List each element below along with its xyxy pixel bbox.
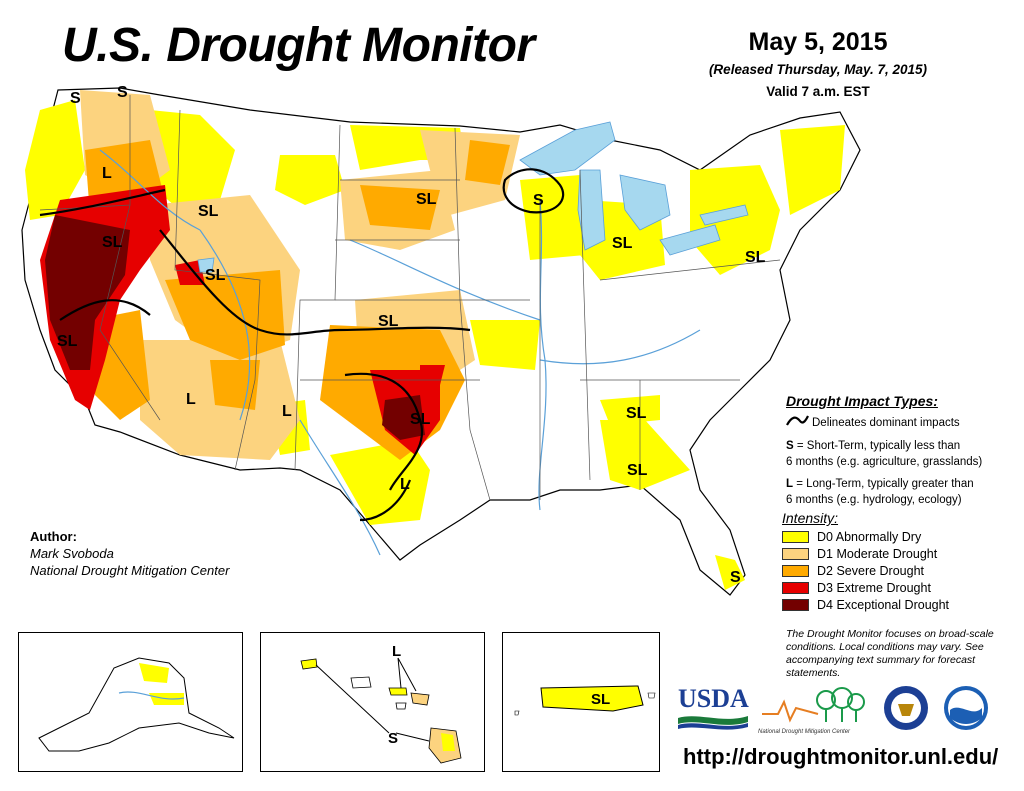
release-date: (Released Thursday, May. 7, 2015) xyxy=(708,62,928,77)
intensity-legend: Intensity: D0 Abnormally Dry D1 Moderate… xyxy=(782,510,1014,613)
impact-line-icon xyxy=(786,415,809,426)
map-label: SL xyxy=(745,249,766,266)
short-term-entry: S = Short-Term, typically less than 6 mo… xyxy=(786,438,1018,470)
map-label: L xyxy=(102,165,112,182)
map-label: SL xyxy=(198,203,219,220)
map-label: SL xyxy=(205,267,226,284)
map-label: S xyxy=(730,569,741,586)
alaska-inset xyxy=(18,632,243,772)
swatch-d2 xyxy=(782,564,809,577)
commerce-seal-icon xyxy=(882,684,930,732)
puerto-rico-inset: SL xyxy=(502,632,660,772)
long-term-text: = Long-Term, typically greater than xyxy=(793,478,974,490)
usda-logo-text: USDA xyxy=(678,684,749,713)
map-label: SL xyxy=(416,191,437,208)
map-label: SL xyxy=(378,313,399,330)
short-term-text: = Short-Term, typically less than xyxy=(793,440,961,452)
short-term-key: S xyxy=(786,440,794,452)
ndmc-logo-text: National Drought Mitigation Center xyxy=(758,729,851,735)
swatch-d4 xyxy=(782,598,809,611)
map-label: SL xyxy=(612,235,633,252)
ndmc-trees-icon xyxy=(762,687,865,723)
intensity-swatches: D0 Abnormally Dry D1 Moderate Drought D2… xyxy=(782,528,1014,613)
hawaii-map: L S xyxy=(300,643,462,764)
impact-legend-heading: Drought Impact Types: xyxy=(786,393,938,409)
map-label: SL xyxy=(102,234,123,251)
map-label: S xyxy=(533,192,544,209)
great-lakes xyxy=(197,121,749,273)
map-label: SL xyxy=(410,411,431,428)
map-label: L xyxy=(400,476,410,493)
legend-item-d1: D1 Moderate Drought xyxy=(782,545,1014,562)
author-block: Author: Mark Svoboda National Drought Mi… xyxy=(30,528,229,579)
valid-time: Valid 7 a.m. EST xyxy=(766,84,870,99)
map-label: S xyxy=(388,730,398,747)
page-title: U.S. Drought Monitor xyxy=(62,19,535,72)
puerto-rico-map: SL xyxy=(514,685,656,716)
legend-item-d3: D3 Extreme Drought xyxy=(782,579,1014,596)
map-label: S xyxy=(117,84,128,101)
ndmc-logo: National Drought Mitigation Center xyxy=(758,684,870,736)
impact-legend: Drought Impact Types: Delineates dominan… xyxy=(786,393,1018,508)
alaska-map xyxy=(38,657,235,752)
drought-monitor-note: The Drought Monitor focuses on broad-sca… xyxy=(786,628,994,679)
legend-label-d1: D1 Moderate Drought xyxy=(817,546,938,561)
legend-label-d0: D0 Abnormally Dry xyxy=(817,529,922,544)
legend-label-d3: D3 Extreme Drought xyxy=(817,580,931,595)
delineates-text: Delineates dominant impacts xyxy=(812,417,960,429)
map-label: SL xyxy=(627,462,648,479)
usda-waves-icon xyxy=(678,716,748,730)
impact-boundaries xyxy=(39,168,565,522)
author-heading: Author: xyxy=(30,529,77,544)
map-label: S xyxy=(70,90,81,107)
map-label: SL xyxy=(591,691,610,708)
usda-logo: USDA xyxy=(678,684,749,732)
noaa-logo-icon xyxy=(942,684,990,732)
map-label: SL xyxy=(57,333,78,350)
author-org: National Drought Mitigation Center xyxy=(30,563,230,578)
map-label: L xyxy=(186,391,196,408)
map-date: May 5, 2015 xyxy=(748,28,888,56)
short-term-text-2: 6 months (e.g. agriculture, grasslands) xyxy=(786,456,983,468)
legend-item-d2: D2 Severe Drought xyxy=(782,562,1014,579)
legend-label-d2: D2 Severe Drought xyxy=(817,563,925,578)
long-term-entry: L = Long-Term, typically greater than 6 … xyxy=(786,476,1018,508)
map-label: L xyxy=(282,403,292,420)
long-term-key: L xyxy=(786,478,794,490)
author-name: Mark Svoboda xyxy=(30,546,114,561)
swatch-d3 xyxy=(782,581,809,594)
intensity-legend-heading: Intensity: xyxy=(782,510,839,526)
website-link[interactable]: http://droughtmonitor.unl.edu/ xyxy=(683,744,999,769)
hawaii-inset: L S xyxy=(260,632,485,772)
legend-item-d0: D0 Abnormally Dry xyxy=(782,528,1014,545)
legend-label-d4: D4 Exceptional Drought xyxy=(817,597,950,612)
map-label: L xyxy=(392,643,401,660)
legend-item-d4: D4 Exceptional Drought xyxy=(782,596,1014,613)
swatch-d1 xyxy=(782,547,809,560)
map-label: SL xyxy=(626,405,647,422)
swatch-d0 xyxy=(782,530,809,543)
long-term-text-2: 6 months (e.g. hydrology, ecology) xyxy=(786,494,962,506)
